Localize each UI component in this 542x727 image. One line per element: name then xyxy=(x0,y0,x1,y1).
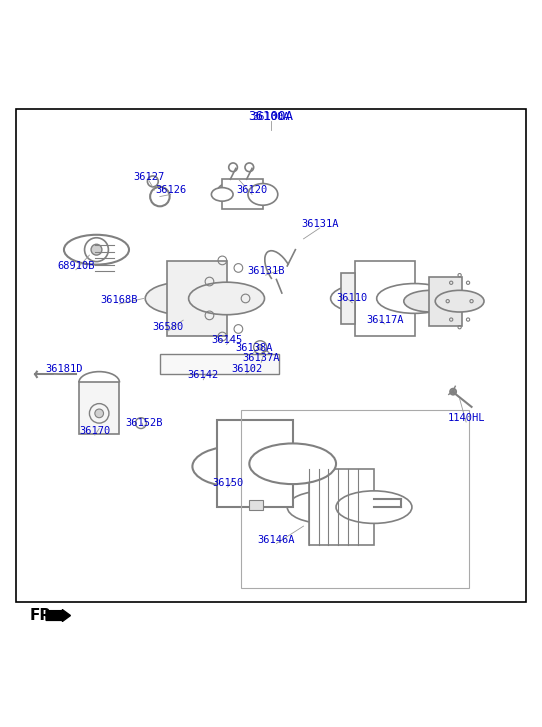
Bar xyxy=(79,382,119,434)
Text: 36152B: 36152B xyxy=(125,418,163,428)
Text: 1140HL: 1140HL xyxy=(447,413,485,422)
Text: 36150: 36150 xyxy=(212,478,243,488)
Ellipse shape xyxy=(336,491,412,523)
Circle shape xyxy=(257,345,263,350)
Bar xyxy=(217,420,293,507)
Ellipse shape xyxy=(249,443,336,484)
Text: FR.: FR. xyxy=(30,608,58,623)
Bar xyxy=(160,354,279,374)
Ellipse shape xyxy=(377,284,453,313)
Ellipse shape xyxy=(435,290,484,312)
Bar xyxy=(355,260,415,337)
Text: 36100A: 36100A xyxy=(252,112,290,122)
Text: 36146A: 36146A xyxy=(257,534,295,545)
Ellipse shape xyxy=(331,284,406,313)
Bar xyxy=(309,469,374,545)
Ellipse shape xyxy=(189,282,264,315)
Text: 36580: 36580 xyxy=(152,321,184,332)
Circle shape xyxy=(91,244,102,255)
Circle shape xyxy=(450,388,456,395)
Text: 36170: 36170 xyxy=(79,426,111,436)
Circle shape xyxy=(95,409,104,418)
FancyBboxPatch shape xyxy=(16,109,526,602)
Text: 68910B: 68910B xyxy=(57,261,95,271)
Ellipse shape xyxy=(145,282,221,315)
Ellipse shape xyxy=(192,446,279,487)
Ellipse shape xyxy=(64,235,129,265)
Text: 36145: 36145 xyxy=(211,335,242,345)
Bar xyxy=(222,180,263,209)
Ellipse shape xyxy=(287,491,363,523)
Text: 36110: 36110 xyxy=(337,294,368,303)
Bar xyxy=(254,360,270,366)
Text: 36181D: 36181D xyxy=(45,364,83,374)
Text: 36138A: 36138A xyxy=(235,343,273,353)
Bar xyxy=(341,273,355,324)
Text: 36131A: 36131A xyxy=(301,219,339,229)
Text: 36117A: 36117A xyxy=(366,315,404,325)
Bar xyxy=(241,409,469,588)
Ellipse shape xyxy=(404,290,458,312)
Text: 36168B: 36168B xyxy=(100,294,138,305)
Text: 36137A: 36137A xyxy=(242,353,280,363)
Bar xyxy=(167,260,227,337)
Ellipse shape xyxy=(211,188,233,201)
Text: 36131B: 36131B xyxy=(247,266,285,276)
Text: 36127: 36127 xyxy=(133,172,165,182)
Text: 36126: 36126 xyxy=(155,185,186,195)
Text: 36100A: 36100A xyxy=(248,111,294,124)
Text: 36120: 36120 xyxy=(236,185,268,195)
Bar xyxy=(429,277,462,326)
Text: 36102: 36102 xyxy=(231,364,262,374)
Bar xyxy=(249,500,263,510)
Ellipse shape xyxy=(248,183,278,205)
FancyArrow shape xyxy=(46,609,70,622)
Text: 36142: 36142 xyxy=(188,371,219,380)
Ellipse shape xyxy=(217,182,249,204)
